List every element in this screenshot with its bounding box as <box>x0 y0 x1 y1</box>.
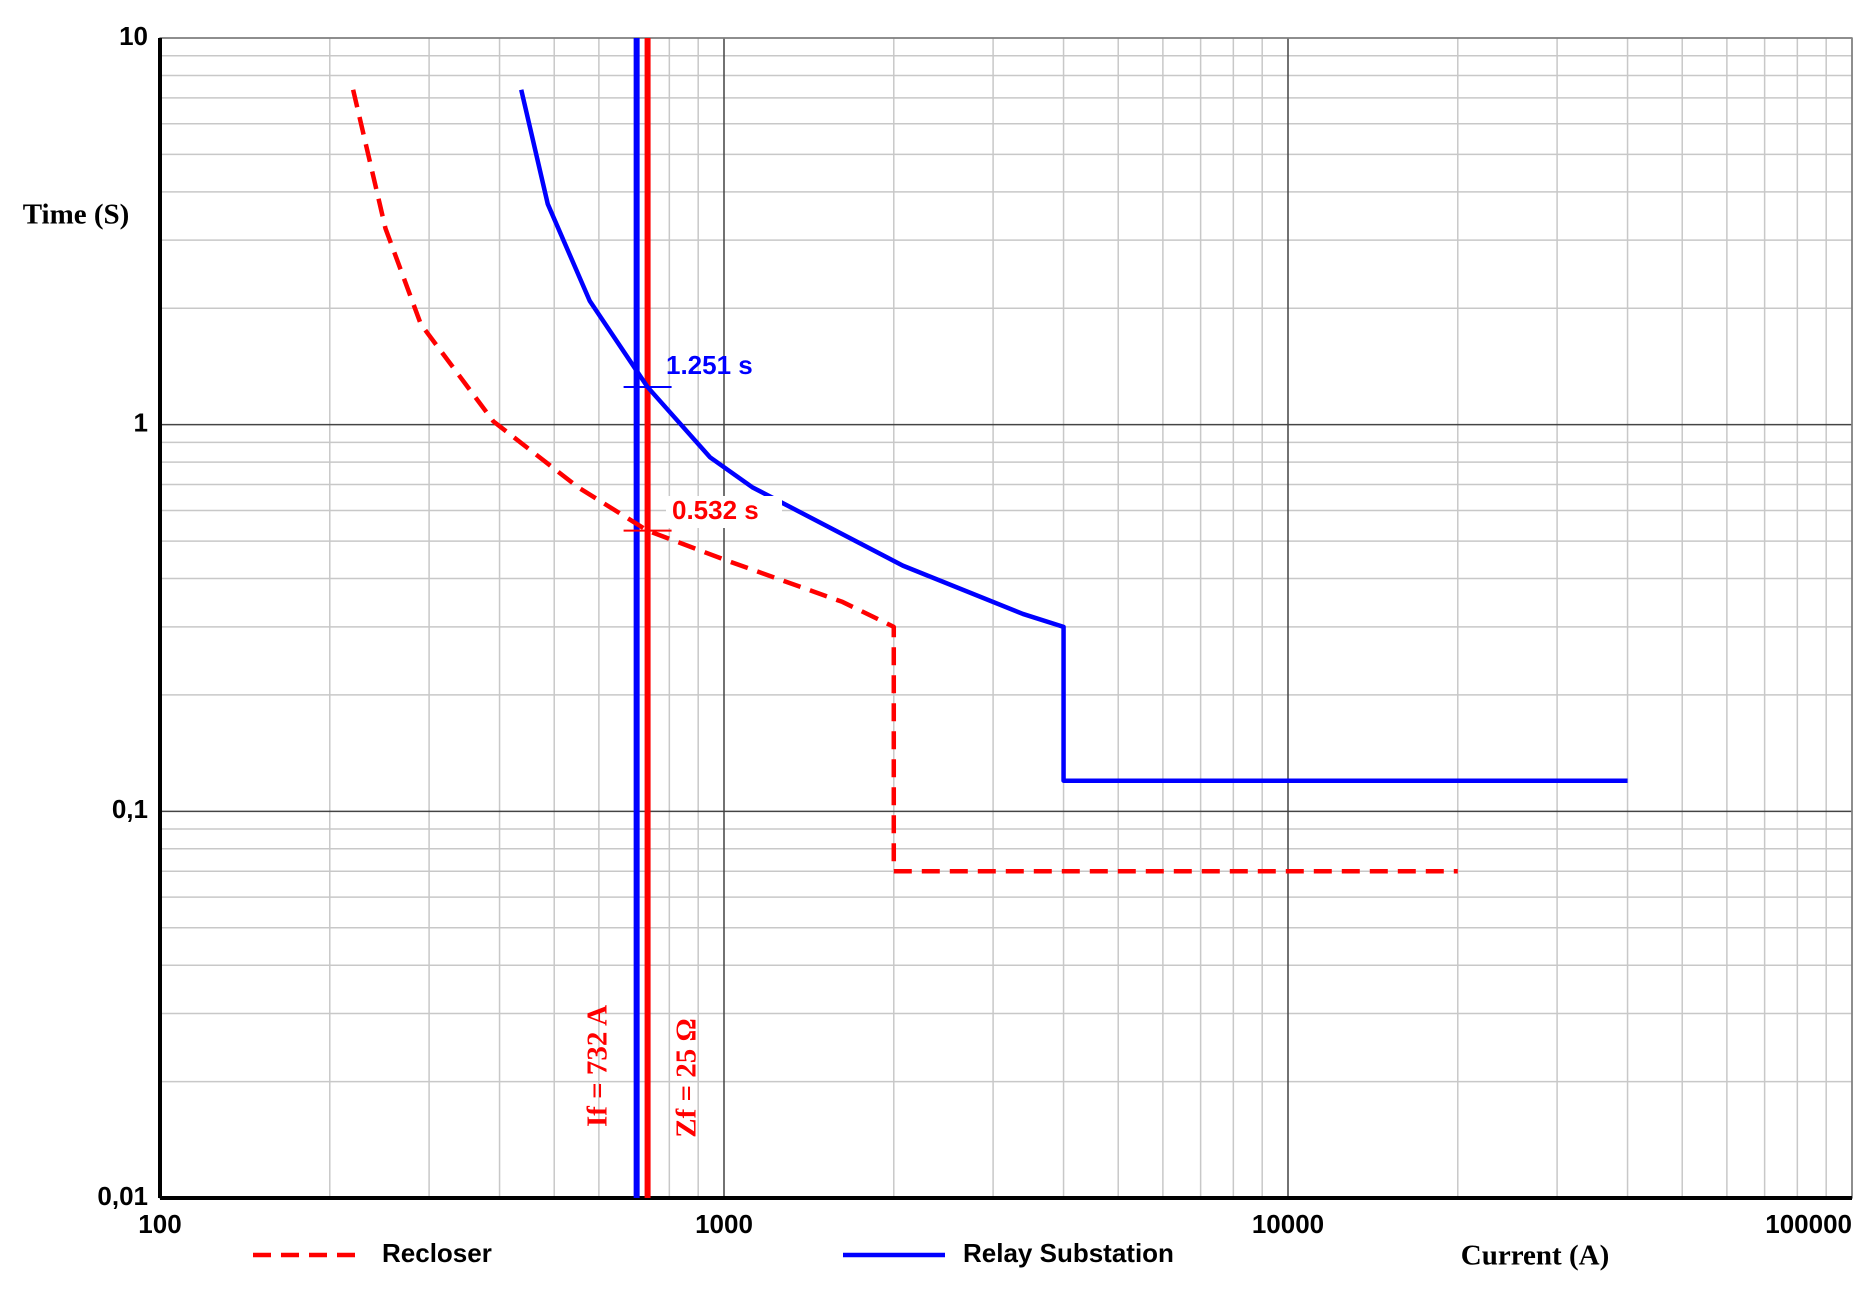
legend-label: Relay Substation <box>963 1238 1174 1268</box>
x-axis-label: Current (A) <box>1461 1240 1609 1272</box>
annotation-bg <box>666 496 782 528</box>
annotation: Zf = 25 Ω <box>671 1018 703 1138</box>
series-line <box>350 89 1458 874</box>
x-tick-label: 1000 <box>695 1209 753 1239</box>
annotation: If = 732 A <box>582 1005 614 1127</box>
x-tick-label: 100 <box>138 1209 181 1239</box>
y-tick-label: 10 <box>119 21 148 51</box>
y-tick-label: 1 <box>134 408 148 438</box>
x-tick-label: 10000 <box>1252 1209 1324 1239</box>
y-tick-label: 0,01 <box>97 1181 148 1211</box>
legend-label: Recloser <box>382 1238 492 1268</box>
annotation: 1.251 s <box>666 350 753 380</box>
y-axis-label: Time (S) <box>23 199 130 231</box>
x-tick-label: 100000 <box>1765 1209 1852 1239</box>
y-tick-label: 0,1 <box>112 794 148 824</box>
series-line <box>519 89 1628 783</box>
annotation: 0.532 s <box>672 495 759 525</box>
